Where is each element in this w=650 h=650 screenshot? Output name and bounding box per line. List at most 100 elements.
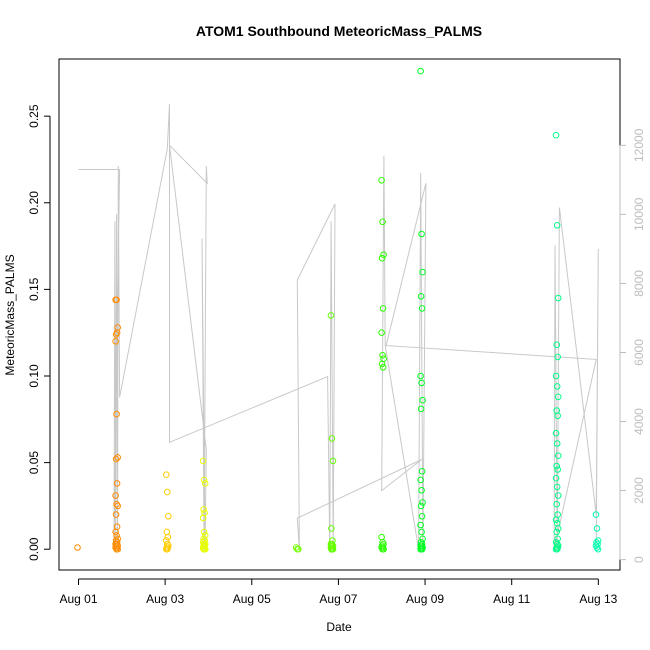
x-tick-label: Aug 09 bbox=[406, 592, 444, 606]
data-point bbox=[417, 502, 425, 510]
data-point bbox=[553, 528, 561, 536]
altitude-line bbox=[78, 103, 599, 553]
data-point bbox=[164, 545, 171, 553]
data-point bbox=[554, 393, 562, 401]
y2-tick-label: 10000 bbox=[632, 197, 646, 231]
y2-tick-label: 2000 bbox=[632, 477, 646, 504]
data-point bbox=[113, 329, 121, 337]
data-point bbox=[419, 499, 426, 506]
data-point bbox=[379, 218, 386, 226]
y-axis-label: MeteoricMass_PALMS bbox=[3, 254, 17, 375]
data-point bbox=[164, 533, 172, 541]
data-point bbox=[418, 379, 425, 387]
data-point bbox=[552, 429, 560, 437]
data-point bbox=[328, 435, 336, 442]
data-point bbox=[553, 341, 561, 349]
data-point bbox=[327, 312, 335, 319]
data-point bbox=[553, 383, 561, 390]
data-point bbox=[552, 474, 560, 482]
y2-tick-label: 4000 bbox=[632, 408, 646, 435]
data-point bbox=[553, 545, 561, 553]
data-point bbox=[593, 525, 601, 532]
x-tick-label: Aug 05 bbox=[233, 592, 271, 606]
data-point bbox=[418, 513, 426, 520]
plot-area bbox=[58, 58, 621, 571]
data-point bbox=[378, 177, 385, 184]
data-point bbox=[112, 455, 120, 463]
data-point bbox=[292, 544, 300, 551]
secondary-y-axis: 0 2000 4000 6000 8000 10000 12000 bbox=[619, 128, 646, 563]
data-point bbox=[553, 440, 561, 447]
data-point bbox=[112, 492, 119, 499]
y-tick-label: 0.05 bbox=[27, 451, 41, 475]
data-point bbox=[200, 476, 208, 484]
data-points-layer bbox=[74, 67, 602, 553]
data-point bbox=[418, 230, 425, 238]
data-point bbox=[380, 251, 387, 258]
data-point bbox=[112, 528, 119, 536]
data-point bbox=[592, 511, 600, 518]
data-point bbox=[328, 525, 335, 532]
data-point bbox=[113, 296, 120, 304]
data-point bbox=[201, 545, 208, 553]
data-point bbox=[417, 405, 425, 413]
data-point bbox=[554, 452, 562, 460]
y-tick-label: 0.15 bbox=[27, 277, 41, 301]
data-point bbox=[418, 545, 425, 553]
y-axis: 0.00 0.05 0.10 0.15 0.20 0.25 bbox=[27, 104, 51, 561]
data-point bbox=[114, 545, 121, 553]
data-point bbox=[74, 544, 81, 551]
data-point bbox=[552, 516, 560, 524]
y2-tick-label: 8000 bbox=[632, 270, 646, 297]
data-point bbox=[163, 528, 171, 536]
data-point bbox=[418, 487, 425, 494]
data-point bbox=[199, 457, 207, 465]
data-point bbox=[114, 502, 121, 510]
x-axis: Aug 01 Aug 03 Aug 05 Aug 07 Aug 09 Aug 11 Aug … bbox=[59, 578, 618, 606]
altitude-line-layer bbox=[78, 103, 599, 553]
y2-tick-label: 6000 bbox=[632, 339, 646, 366]
y-tick-label: 0.20 bbox=[27, 191, 41, 215]
data-point bbox=[552, 131, 560, 139]
data-point bbox=[554, 492, 562, 499]
data-point bbox=[295, 545, 302, 553]
data-point bbox=[378, 329, 385, 337]
y-tick-label: 0.25 bbox=[27, 104, 41, 128]
data-point bbox=[113, 480, 121, 487]
data-point bbox=[329, 457, 337, 465]
y2-tick-label: 12000 bbox=[632, 128, 646, 162]
data-point bbox=[417, 372, 424, 380]
data-point bbox=[418, 305, 426, 312]
y-tick-label: 0.00 bbox=[27, 537, 41, 561]
data-point bbox=[553, 222, 561, 229]
x-tick-label: Aug 03 bbox=[146, 592, 184, 606]
data-point bbox=[112, 338, 119, 345]
data-point bbox=[378, 360, 386, 368]
data-point bbox=[553, 500, 561, 508]
data-point bbox=[378, 533, 385, 541]
x-tick-label: Aug 11 bbox=[493, 592, 530, 606]
data-point bbox=[113, 500, 120, 508]
data-point bbox=[200, 506, 207, 513]
data-point bbox=[554, 412, 562, 420]
data-point bbox=[417, 67, 424, 75]
data-point bbox=[593, 544, 601, 551]
data-point bbox=[554, 294, 562, 302]
data-point bbox=[201, 480, 209, 487]
data-point bbox=[594, 545, 602, 553]
data-point bbox=[379, 305, 387, 312]
y2-tick-label: 0 bbox=[632, 556, 646, 563]
data-point bbox=[379, 351, 386, 359]
data-point bbox=[554, 466, 562, 473]
data-point bbox=[419, 268, 426, 276]
x-tick-label: Aug 07 bbox=[319, 592, 357, 606]
data-point bbox=[112, 511, 120, 518]
data-point bbox=[165, 513, 172, 520]
data-point bbox=[379, 364, 387, 371]
data-point bbox=[418, 468, 426, 475]
data-point bbox=[164, 488, 171, 496]
data-point bbox=[417, 521, 424, 529]
data-point bbox=[114, 454, 121, 461]
data-point bbox=[417, 476, 424, 484]
